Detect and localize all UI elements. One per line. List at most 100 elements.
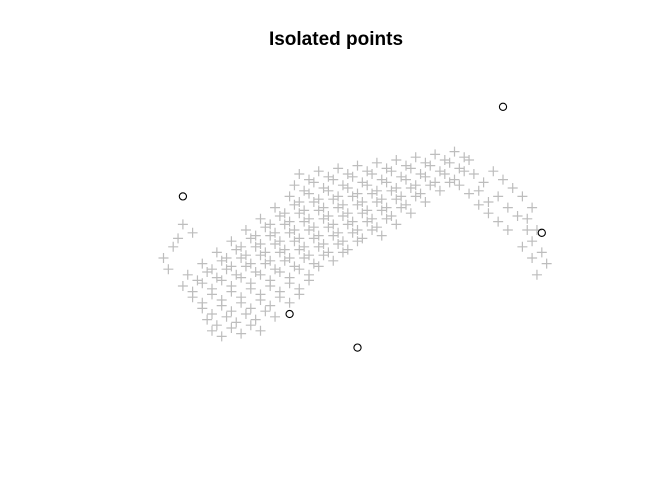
data-point-plus <box>245 303 256 314</box>
data-point-plus <box>371 197 382 207</box>
data-point-plus <box>313 261 324 272</box>
data-point-plus <box>401 174 411 185</box>
data-point-plus <box>449 146 460 157</box>
data-point-plus <box>337 199 348 210</box>
data-point-plus <box>177 219 188 230</box>
data-point-plus <box>308 258 319 269</box>
data-point-plus <box>333 239 344 249</box>
data-point-plus <box>313 166 324 177</box>
data-point-plus <box>333 163 344 174</box>
data-point-plus <box>289 236 300 247</box>
data-point-plus <box>415 169 426 179</box>
data-point-plus <box>527 202 538 213</box>
data-point-plus <box>202 314 213 325</box>
data-point-plus <box>226 306 237 317</box>
data-point-plus <box>531 269 542 280</box>
data-point-plus <box>274 247 285 258</box>
data-point-plus <box>289 180 300 191</box>
data-point-plus <box>304 174 314 185</box>
data-point-plus <box>260 222 271 233</box>
data-point-plus <box>386 185 397 196</box>
data-point-plus <box>444 157 455 168</box>
data-point-plus <box>425 160 436 171</box>
data-point-plus <box>240 309 251 319</box>
data-point-plus <box>279 255 290 266</box>
data-point-plus <box>313 241 324 252</box>
data-point-plus <box>473 199 484 210</box>
data-point-plus <box>187 227 198 238</box>
data-point-plus <box>333 191 344 202</box>
data-point-plus <box>328 219 339 230</box>
data-point-plus <box>536 247 547 258</box>
data-point-plus <box>391 194 402 205</box>
data-point-plus <box>197 278 208 289</box>
data-point-plus <box>216 331 227 342</box>
data-point-plus <box>221 311 232 322</box>
data-point-plus <box>420 157 431 168</box>
data-point-plus <box>216 255 227 266</box>
data-point-plus <box>192 275 203 286</box>
data-point-plus <box>347 216 358 227</box>
data-point-plus <box>376 230 387 241</box>
data-point-plus <box>250 314 261 325</box>
data-point-plus <box>226 236 237 247</box>
data-point-plus <box>197 303 208 314</box>
data-point-plus <box>308 197 319 207</box>
data-point-plus <box>304 225 314 235</box>
data-point-plus <box>410 180 421 191</box>
data-point-plus <box>284 278 295 289</box>
data-point-plus <box>318 202 329 213</box>
data-point-plus <box>454 180 465 191</box>
data-point-plus <box>502 225 513 235</box>
data-point-plus <box>483 197 494 207</box>
data-point-plus <box>517 191 528 202</box>
data-point-plus <box>187 292 198 303</box>
data-point-plus <box>304 213 314 224</box>
data-point-plus <box>342 208 353 219</box>
chart-title: Isolated points <box>268 29 404 50</box>
data-point-plus <box>279 244 290 255</box>
data-point-plus <box>337 247 348 258</box>
data-point-plus <box>265 255 276 266</box>
data-point-plus <box>274 267 285 277</box>
data-point-plus <box>347 191 358 202</box>
data-point-plus <box>371 222 382 233</box>
data-point-plus <box>216 275 227 286</box>
data-point-plus <box>483 208 494 219</box>
data-point-plus <box>294 264 305 275</box>
data-point-plus <box>236 253 247 263</box>
data-point-plus <box>459 152 470 163</box>
data-point-plus <box>376 194 387 205</box>
data-point-plus <box>420 197 431 207</box>
data-point-plus <box>478 177 489 188</box>
data-point-plus <box>386 211 397 221</box>
data-point-plus <box>381 202 392 213</box>
data-point-plus <box>502 202 513 213</box>
data-point-plus <box>371 157 382 168</box>
data-point-plus <box>308 233 319 244</box>
data-point-plus <box>362 205 373 216</box>
data-point-plus <box>265 230 276 241</box>
data-point-plus <box>405 208 416 219</box>
data-point-plus <box>231 317 242 328</box>
data-point-plus <box>299 185 310 196</box>
data-point-plus <box>260 247 271 258</box>
data-point-plus <box>357 208 368 219</box>
data-point-plus <box>299 253 310 263</box>
data-point-plus <box>294 289 305 300</box>
data-point-plus <box>226 323 237 333</box>
data-point-plus <box>323 171 334 182</box>
data-point-plus <box>260 306 271 317</box>
data-point-plus <box>342 169 353 179</box>
data-point-plus <box>240 261 251 272</box>
data-point-plus <box>274 236 285 247</box>
data-point-plus <box>308 222 319 233</box>
isolated-points-series <box>178 102 546 352</box>
data-point-plus <box>439 155 450 165</box>
data-point-plus <box>381 177 392 188</box>
data-point-plus <box>401 160 411 171</box>
data-point-plus <box>158 253 169 263</box>
data-point-plus <box>410 191 421 202</box>
data-point-plus <box>294 169 305 179</box>
